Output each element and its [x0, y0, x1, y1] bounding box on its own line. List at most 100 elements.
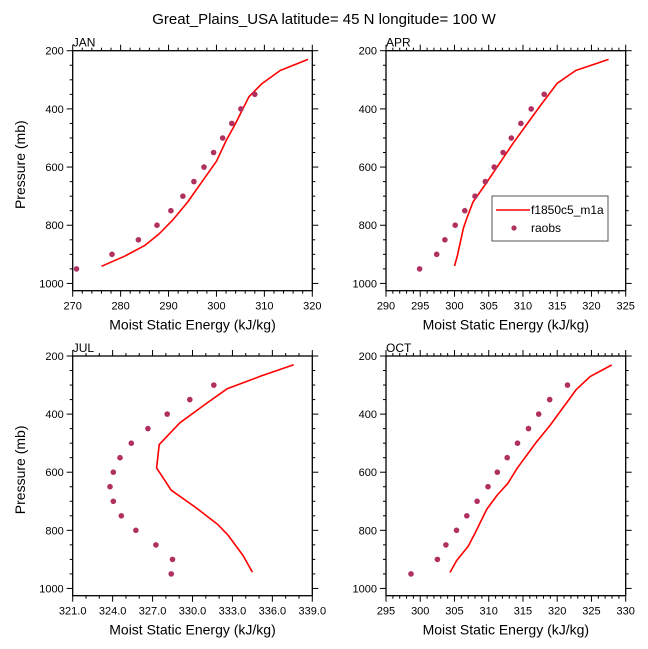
- panel-jan-x-tick-label: 310: [255, 301, 273, 313]
- panel-jan-series-raobs-point: [191, 178, 197, 185]
- panel-jul-series-raobs-point: [117, 454, 123, 461]
- panel-oct-x-tick-label: 305: [445, 606, 463, 618]
- panel-oct-series-raobs-point: [453, 527, 460, 534]
- panel-oct-series-f1850c5-m1a-line: [449, 364, 613, 573]
- panel-jan-series-raobs-point: [238, 106, 244, 112]
- panel-apr-series-raobs-point: [508, 135, 515, 141]
- panel-oct-x-tick-label: 300: [411, 606, 429, 618]
- panel-apr-y-tick-label: 800: [359, 220, 377, 232]
- panel-jul-series-raobs-point: [107, 483, 113, 490]
- panel-jan-y-axis-label: Pressure (mb): [12, 120, 28, 209]
- panel-oct-series-raobs-point: [408, 571, 414, 577]
- panel-apr-x-tick-label: 305: [480, 301, 498, 313]
- panel-jul-series-f1850c5-m1a-line: [155, 363, 294, 573]
- panel-jul-frame: [72, 355, 313, 597]
- legend-box: [491, 195, 609, 242]
- panel-jul-series-raobs-point: [118, 513, 125, 519]
- panel-jan-series-raobs-point: [219, 135, 226, 141]
- panel-apr-series-raobs-point: [528, 106, 534, 112]
- panel-jan-y-tick-label: 800: [45, 220, 63, 232]
- panel-apr-y-tick-label: 1000: [353, 278, 377, 290]
- panel-apr-x-tick-label: 315: [548, 301, 566, 313]
- panel-jul-series-raobs-point: [187, 396, 193, 403]
- panel-apr-series-raobs-point: [500, 149, 506, 156]
- panel-apr-x-tick-label: 325: [617, 301, 635, 313]
- panel-jul-x-tick-label: 336.0: [259, 606, 287, 618]
- panel-oct-x-tick-label: 320: [548, 606, 566, 618]
- panel-jan-frame: [72, 50, 313, 292]
- panel-apr-series-raobs-point: [482, 178, 489, 185]
- panel-oct-series-raobs-point: [494, 469, 501, 476]
- panel-apr-x-tick-label: 300: [445, 301, 463, 313]
- panel-jan-series-raobs-point: [252, 91, 258, 98]
- panel-oct-y-tick-label: 1000: [353, 583, 377, 595]
- panel-jan-series-raobs-point: [109, 251, 115, 258]
- panel-oct-series-raobs-point: [525, 425, 532, 432]
- panel-jan-series-f1850c5-m1a-line: [101, 58, 309, 268]
- panel-jul-x-tick-label: 333.0: [219, 606, 247, 618]
- panel-jul-y-axis-label: Pressure (mb): [12, 426, 28, 515]
- panel-apr-series-raobs-point: [433, 251, 440, 258]
- panel-jan-series-raobs-point: [135, 237, 142, 243]
- panel-oct-y-tick-label: 200: [359, 351, 377, 363]
- panel-jul-series-raobs-point: [110, 469, 117, 476]
- panel-jan-y-tick-label: 400: [45, 104, 63, 116]
- panel-jan-y-tick-label: 600: [45, 162, 63, 174]
- panel-apr-series-raobs-point: [452, 222, 459, 228]
- panel-apr-series-raobs-point: [518, 120, 524, 127]
- panel-jul: 321.0 324.0 327.0 330.0 333.0 336.0 339.0 200 40…: [12, 341, 326, 638]
- panel-apr-series-raobs-point: [416, 266, 423, 272]
- panel-jul-month-label: JUL: [73, 341, 95, 355]
- panel-jul-series-raobs-point: [128, 440, 135, 447]
- panel-jan-series-raobs-point: [168, 207, 174, 214]
- panel-jul-series-raobs-point: [169, 556, 176, 563]
- panel-jul-y-tick-label: 800: [45, 525, 63, 537]
- panel-apr-x-tick-label: 320: [582, 301, 600, 313]
- panel-oct-x-tick-label: 310: [480, 606, 498, 618]
- panel-oct-series-raobs-point: [564, 382, 571, 388]
- panel-oct-y-tick-label: 600: [359, 467, 377, 479]
- panel-jan-month-label: JAN: [73, 36, 96, 50]
- panel-oct-x-tick-label: 330: [617, 606, 635, 618]
- panel-oct-series-raobs-point: [504, 454, 511, 461]
- panel-jul-x-tick-label: 327.0: [139, 606, 167, 618]
- legend-label-model: f1850c5_m1a: [531, 203, 604, 217]
- panel-apr-series-raobs-point: [491, 164, 498, 170]
- panel-jul-x-tick-label: 324.0: [99, 606, 127, 618]
- panel-apr-x-tick-label: 295: [411, 301, 429, 313]
- panel-oct-series-raobs-point: [474, 498, 480, 505]
- panel-jan: 270 280 290 300 310 320 200 400 600 800 1000 Moist …: [12, 36, 321, 333]
- panel-oct-series-raobs-point: [464, 513, 470, 519]
- panel-apr-y-tick-label: 600: [359, 162, 377, 174]
- panel-jan-series-raobs-point: [154, 222, 160, 228]
- panel-jul-series-raobs-point: [168, 571, 174, 577]
- panel-jan-series-raobs-point: [73, 266, 80, 272]
- panel-apr-y-tick-label: 200: [359, 46, 377, 58]
- panel-oct-series-raobs-point: [485, 483, 491, 490]
- panel-apr-x-axis-label: Moist Static Energy (kJ/kg): [423, 317, 590, 333]
- panel-oct: 295 300 305 310 315 320 325 330 200 400 600 800 1000…: [353, 341, 635, 638]
- panel-apr-frame: [385, 50, 627, 292]
- legend-label-obs: raobs: [531, 221, 561, 235]
- panel-apr-series-raobs-point: [442, 237, 448, 243]
- panel-jul-y-tick-label: 1000: [39, 583, 63, 595]
- panel-jan-x-tick-label: 320: [303, 301, 321, 313]
- panel-oct-series-raobs-point: [514, 440, 521, 447]
- panel-jul-x-axis-label: Moist Static Energy (kJ/kg): [109, 622, 276, 638]
- panel-oct-series-raobs-point: [546, 396, 553, 403]
- panel-apr-y-tick-label: 400: [359, 104, 377, 116]
- panel-jan-x-tick-label: 290: [159, 301, 177, 313]
- panel-oct-x-tick-label: 295: [377, 606, 395, 618]
- panel-oct-series-raobs-point: [443, 542, 449, 548]
- panel-jul-series-raobs-point: [133, 527, 139, 534]
- panel-jan-series-raobs-point: [201, 164, 207, 170]
- panel-jan-series-raobs-point: [180, 193, 186, 199]
- legend: f1850c5_m1a raobs: [491, 195, 609, 242]
- panel-oct-x-tick-label: 315: [514, 606, 532, 618]
- panel-jan-series-raobs-point: [210, 149, 217, 156]
- panel-apr-month-label: APR: [386, 36, 411, 50]
- panel-oct-frame: [385, 355, 627, 597]
- panel-jan-x-tick-label: 270: [64, 301, 82, 313]
- panel-jul-x-tick-label: 321.0: [59, 606, 87, 618]
